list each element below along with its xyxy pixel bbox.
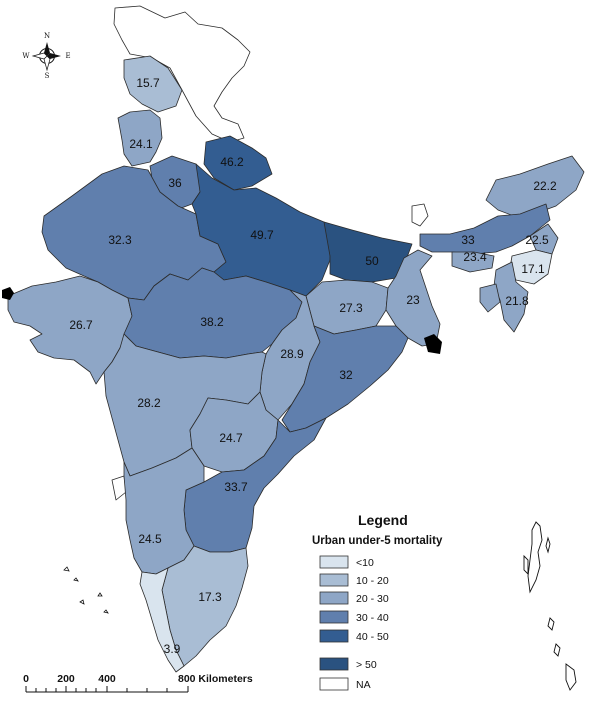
label-punjab: 24.1 (129, 137, 153, 151)
label-nagaland: 22.5 (525, 233, 549, 247)
label-maharashtra: 28.2 (137, 396, 161, 410)
legend-label-30-40: 30 - 40 (356, 612, 389, 624)
label-jharkhand: 27.3 (339, 301, 363, 315)
label-chhattisgarh: 28.9 (280, 347, 304, 361)
value-labels: 15.7 24.1 46.2 36 32.3 49.7 50 22.2 33 2… (69, 76, 557, 656)
legend-swatch-30-40 (319, 610, 349, 624)
legend-subtitle: Urban under-5 mortality (312, 535, 443, 547)
scale-label-200: 200 (57, 673, 75, 685)
legend: Legend Urban under-5 mortality <10 10 - … (312, 512, 443, 691)
scale-bar-minor-ticks (25, 686, 189, 692)
label-telangana: 24.7 (219, 431, 243, 445)
region-tripura (479, 283, 501, 313)
legend-title: Legend (358, 512, 408, 528)
label-andhra-pradesh: 33.7 (224, 480, 248, 494)
region-kerala (139, 567, 185, 673)
legend-label-na: NA (356, 679, 371, 691)
coastal-wetland-east (424, 334, 442, 354)
legend-label-lt10: <10 (356, 557, 374, 569)
state-polygons (7, 5, 585, 673)
region-meghalaya (451, 251, 495, 273)
label-mizoram: 21.8 (505, 294, 529, 308)
lakshadweep-islands (63, 566, 109, 614)
legend-label-40-50: 40 - 50 (356, 631, 389, 643)
region-uttarakhand (203, 135, 273, 191)
label-haryana: 36 (168, 176, 182, 190)
legend-label-20-30: 20 - 30 (356, 593, 389, 605)
region-sikkim (411, 203, 429, 227)
scale-label-800: 800 Kilometers (178, 673, 253, 685)
legend-swatch-40-50 (319, 629, 349, 643)
label-meghalaya: 23.4 (463, 250, 487, 264)
label-gujarat: 26.7 (69, 318, 93, 332)
legend-classes: <10 10 - 20 20 - 30 30 - 40 40 - 50 > 50… (319, 555, 389, 691)
region-punjab (117, 109, 163, 167)
scale-bar: 0 200 400 800 Kilometers (23, 673, 253, 693)
label-assam: 33 (461, 233, 475, 247)
label-karnataka: 24.5 (138, 532, 162, 546)
compass-north-label: N (44, 32, 50, 40)
scale-label-400: 400 (98, 673, 116, 685)
label-madhya-pradesh: 38.2 (200, 315, 224, 329)
region-himachal (123, 55, 183, 113)
compass-west-label: W (22, 52, 30, 60)
legend-label-gt50: > 50 (356, 659, 377, 671)
label-rajasthan: 32.3 (108, 233, 132, 247)
legend-swatch-lt10 (319, 555, 349, 569)
label-bihar: 50 (365, 254, 379, 268)
andaman-nicobar-islands (523, 521, 577, 691)
legend-swatch-na (319, 677, 349, 691)
label-west-bengal: 23 (406, 293, 420, 307)
label-uttarakhand: 46.2 (220, 155, 244, 169)
legend-swatch-gt50 (319, 657, 349, 671)
label-himachal: 15.7 (136, 76, 160, 90)
region-arunachal (485, 155, 585, 217)
compass-east-label: E (65, 52, 70, 60)
legend-swatch-20-30 (319, 591, 349, 605)
region-nagaland (529, 223, 559, 255)
label-tamil-nadu: 17.3 (198, 590, 222, 604)
label-arunachal: 22.2 (533, 179, 557, 193)
legend-swatch-10-20 (319, 573, 349, 587)
label-kerala: 3.9 (164, 642, 181, 656)
legend-label-10-20: 10 - 20 (356, 575, 389, 587)
compass-south-label: S (45, 72, 50, 80)
label-manipur: 17.1 (521, 262, 545, 276)
label-uttar-pradesh: 49.7 (250, 228, 274, 242)
region-odisha (281, 325, 409, 433)
scale-label-0: 0 (23, 673, 29, 685)
coastal-wetland-west (2, 287, 14, 300)
north-arrow-compass: N S E W (22, 32, 70, 80)
label-odisha: 32 (339, 368, 353, 382)
